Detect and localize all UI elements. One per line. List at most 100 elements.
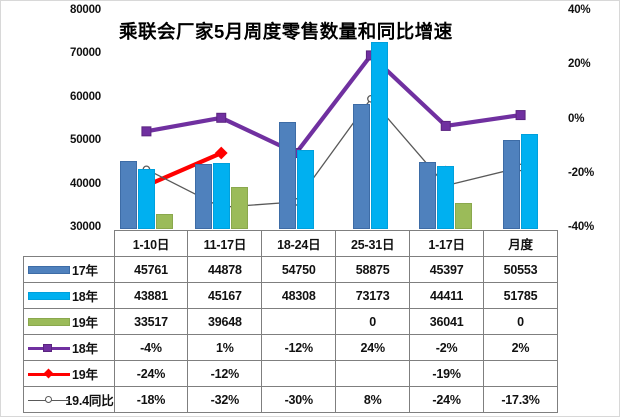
line-19年: [144, 151, 224, 188]
table-column-header-2: 18-24日: [261, 230, 337, 257]
table-row: 18年 43881 45167 48308 73173 44411 51785: [23, 282, 558, 309]
table-row-legend-bar-19: 19年: [23, 308, 115, 335]
table-row: 18年 -4% 1% -12% 24% -2% 2%: [23, 334, 558, 361]
table-row: 19.4同比 -18% -32% -30% 8% -24% -17.3%: [23, 386, 558, 413]
marker-19年-11-17日: [214, 146, 228, 160]
bar-17年-1-17日: [419, 162, 437, 229]
table-cell: 50553: [483, 256, 558, 283]
table-cell: 73173: [335, 282, 411, 309]
table-cell: 39648: [187, 308, 263, 335]
table-column-header-3: 25-31日: [335, 230, 411, 257]
legend-header-blank: [24, 231, 115, 257]
table-column-header-4: 1-17日: [409, 230, 485, 257]
y-axis-left-tick: 80000: [70, 4, 101, 16]
table-cell: -24%: [409, 386, 485, 413]
table-column-header-5: 月度: [483, 230, 558, 257]
table-cell: -12%: [187, 360, 263, 387]
bar-18年-18-24日: [296, 149, 314, 229]
legend-line-19: [28, 368, 70, 379]
table-row-legend-bar-18: 18年: [23, 282, 115, 309]
table-cell: -19%: [409, 360, 485, 387]
table-cell: 51785: [483, 282, 558, 309]
table-row-legend-line-18: 18年: [23, 334, 115, 361]
bar-19年-1-17日: [455, 202, 473, 229]
bar-18年-25-31日: [371, 41, 389, 229]
table-cell: [261, 360, 337, 387]
table-cell: 48308: [261, 282, 337, 309]
table-cell: [335, 360, 411, 387]
bar-17年-11-17日: [194, 164, 212, 229]
bar-18年-1-10日: [137, 168, 155, 229]
table-row-legend-line-194: 19.4同比: [23, 386, 115, 413]
table-cell: [483, 360, 558, 387]
plot-canvas: [109, 12, 558, 229]
table-cell: -17.3%: [483, 386, 558, 413]
table-cell: 2%: [483, 334, 558, 361]
marker-18年-1-17日: [440, 120, 451, 131]
table-body: 17年 45761 44878 54750 58875 45397 50553 18年 4388…: [23, 256, 558, 413]
y-axis-right-tick: 0%: [568, 112, 585, 125]
table-cell: -12%: [261, 334, 337, 361]
y-axis-left-tick: 40000: [70, 177, 101, 190]
table-cell: 44411: [409, 282, 485, 309]
bar-17年-25-31日: [353, 103, 371, 229]
legend-label: 19年: [72, 368, 98, 382]
marker-18年-月度: [515, 110, 526, 121]
table-row: 19年 -24% -12% -19%: [23, 360, 558, 387]
bar-18年-月度: [521, 134, 539, 229]
y-axis-right-tick: -40%: [568, 221, 595, 233]
table-cell: 36041: [409, 308, 485, 335]
table-row: 19年 33517 39648 0 36041 0: [23, 308, 558, 335]
table-cell: 33517: [113, 308, 189, 335]
table-head: 1-10日 11-17日 18-24日 25-31日 1-17日 月度: [24, 230, 558, 257]
table-cell: 0: [483, 308, 558, 335]
legend-label: 18年: [72, 342, 98, 356]
legend-line-194: [28, 394, 71, 405]
bar-17年-月度: [503, 139, 521, 229]
legend-swatch-18: [28, 291, 70, 300]
y-axis-right-tick: -20%: [568, 166, 595, 179]
legend-swatch-19: [28, 317, 70, 326]
legend-swatch-17: [28, 265, 70, 274]
table-cell: -24%: [113, 360, 189, 387]
marker-18年-11-17日: [216, 112, 227, 123]
chart-title: 乘联会厂家5月周度零售数量和同比增速: [119, 21, 453, 42]
y-axis-left-tick: 60000: [70, 90, 101, 103]
bar-19年-11-17日: [230, 187, 248, 229]
table-cell: -18%: [113, 386, 189, 413]
bar-17年-1-10日: [119, 160, 137, 229]
legend-label: 19年: [72, 316, 98, 330]
y-axis-left-tick: 50000: [70, 134, 101, 147]
legend-label: 17年: [72, 264, 98, 278]
bar-19年-1-10日: [155, 213, 173, 229]
table-header-row: 1-10日 11-17日 18-24日 25-31日 1-17日 月度: [24, 230, 558, 257]
table-cell: 44878: [187, 256, 263, 283]
table-cell: 54750: [261, 256, 337, 283]
circle-marker-icon: [45, 396, 52, 403]
legend-line-18: [28, 342, 70, 353]
line-layer: [140, 50, 526, 212]
table-cell: 58875: [335, 256, 411, 283]
table-row-legend-line-19: 19年: [23, 360, 115, 387]
chart-plot-area: 乘联会厂家5月周度零售数量和同比增速 80000 70000 60000 50000 4…: [1, 1, 619, 241]
y-axis-right-tick: 40%: [568, 4, 591, 16]
table-cell: 24%: [335, 334, 411, 361]
bar-17年-18-24日: [278, 121, 296, 229]
bar-18年-11-17日: [212, 163, 230, 229]
table-cell: [261, 308, 337, 335]
legend-label: 18年: [72, 290, 98, 304]
line-18年: [144, 53, 523, 156]
y-axis-left-tick: 70000: [70, 47, 101, 60]
table-cell: -4%: [113, 334, 189, 361]
table-cell: 0: [335, 308, 411, 335]
marker-18年-1-10日: [141, 126, 152, 137]
table-row-legend-bar-17: 17年: [23, 256, 115, 283]
table-cell: 43881: [113, 282, 189, 309]
square-marker-icon: [43, 343, 52, 352]
bar-18年-1-17日: [437, 166, 455, 229]
y-axis-right-tick: 20%: [568, 58, 591, 71]
table-column-header-0: 1-10日: [113, 230, 189, 257]
table-cell: 45167: [187, 282, 263, 309]
table-cell: 45761: [113, 256, 189, 283]
